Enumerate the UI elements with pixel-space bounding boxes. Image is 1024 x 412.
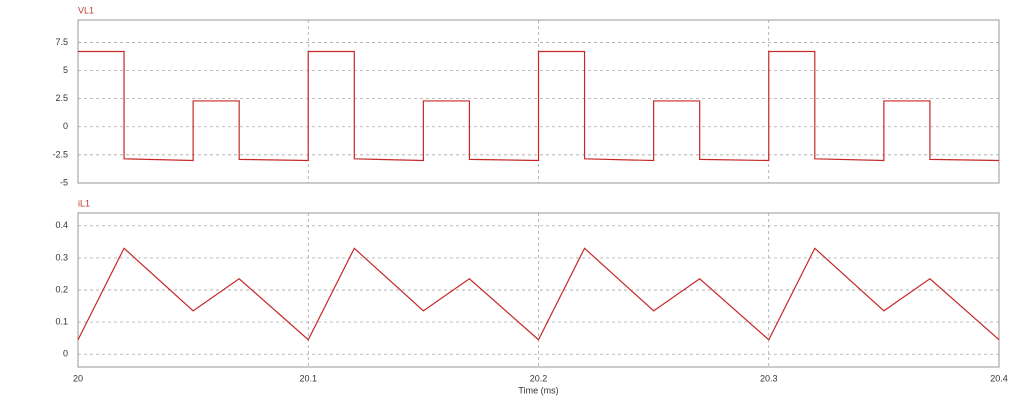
y-tick-label: 0 [63,121,68,131]
y-tick-label: 7.5 [55,37,68,47]
panel-title: VL1 [78,5,94,15]
y-tick-label: 0.2 [55,284,68,294]
x-axis-label: Time (ms) [518,385,558,395]
y-tick-label: 0.4 [55,220,68,230]
plot-frame [77,19,1000,184]
y-tick-label: -2.5 [52,149,68,159]
y-tick-label: 0 [63,349,68,359]
y-tick-label: 0.1 [55,316,68,326]
panel-title: iL1 [78,198,90,208]
y-tick-label: 5 [63,65,68,75]
waveform [77,247,1000,341]
plot-frame [77,212,1000,368]
x-tick-label: 20.3 [760,373,778,383]
x-tick-label: 20.4 [990,373,1008,383]
y-tick-label: -5 [60,177,68,187]
x-tick-label: 20.2 [530,373,548,383]
y-tick-label: 2.5 [55,93,68,103]
waveform [78,50,1000,162]
y-tick-label: 0.3 [55,252,68,262]
x-tick-label: 20.1 [299,373,317,383]
x-tick-label: 20 [73,373,83,383]
